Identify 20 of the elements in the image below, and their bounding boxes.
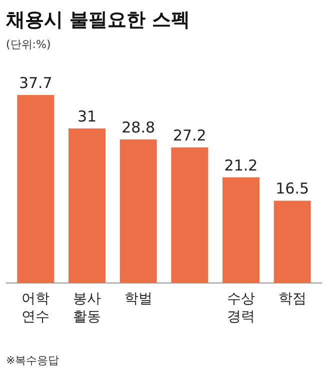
data-label: 27.2 — [172, 126, 206, 144]
x-tick-label: 학점 — [278, 291, 306, 307]
x-tick-label: 수상 경력 — [227, 291, 255, 325]
data-label: 37.7 — [18, 74, 52, 92]
x-tick-label: 학벌 — [124, 291, 152, 307]
chart-title: 채용시 불필요한 스펙 — [5, 9, 190, 31]
bar — [120, 139, 157, 283]
x-tick-label: 어학 연수 — [22, 291, 50, 325]
data-label: 21.2 — [224, 156, 258, 174]
bar — [171, 147, 208, 283]
bar — [17, 95, 54, 283]
chart-subtitle: (단위:%) — [6, 38, 51, 51]
text: ※복수응답 — [6, 354, 60, 367]
bar — [68, 128, 106, 283]
bar — [222, 177, 260, 283]
data-label: 31 — [77, 107, 97, 126]
data-label: 28.8 — [122, 118, 156, 136]
bar — [274, 200, 311, 283]
x-tick-label: 봉사 활동 — [73, 291, 101, 325]
data-label: 16.5 — [276, 180, 310, 198]
